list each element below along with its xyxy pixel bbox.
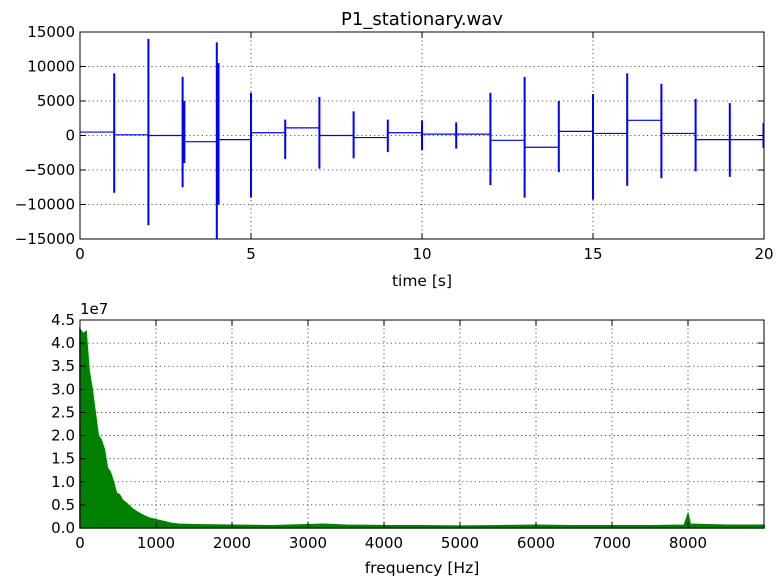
y-tick-label: −5000 [24, 161, 75, 179]
y-tick-label: 4.5 [51, 311, 75, 329]
y-tick-label: 2.5 [51, 403, 75, 421]
x-tick-label: 10 [412, 245, 431, 263]
y-tick-label: 0.5 [51, 496, 75, 514]
y-tick-label: 0 [65, 127, 75, 145]
x-tick-label: 7000 [593, 534, 631, 552]
waveform-ticks: 0 5 10 15 20 −15000 −10000 −5000 0 5000 10000 15000 [15, 23, 774, 263]
y-axis-offset-label: 1e7 [80, 300, 108, 318]
x-tick-label: 15 [583, 245, 602, 263]
spectrum-chart: 1e7 0 1000 2000 3000 4000 5000 6000 7000 8000 0.0… [51, 300, 765, 577]
y-tick-label: 0.0 [51, 519, 75, 537]
chart-title: P1_stationary.wav [341, 9, 503, 30]
x-tick-label: 1000 [137, 534, 175, 552]
y-tick-label: 15000 [27, 23, 75, 41]
spectrum-grid [80, 320, 764, 528]
y-tick-label: −10000 [15, 196, 75, 214]
spectrum-ticks: 0 1000 2000 3000 4000 5000 6000 7000 8000 0.0 0.5 1… [51, 311, 764, 552]
x-tick-label: 6000 [517, 534, 555, 552]
y-tick-label: −15000 [15, 230, 75, 248]
x-tick-label: 20 [754, 245, 773, 263]
x-tick-label: 5000 [441, 534, 479, 552]
x-tick-label: 4000 [365, 534, 403, 552]
y-tick-label: 4.0 [51, 334, 75, 352]
y-tick-label: 3.0 [51, 380, 75, 398]
x-tick-label: 0 [75, 245, 85, 263]
y-tick-label: 1.0 [51, 473, 75, 491]
y-tick-label: 3.5 [51, 357, 75, 375]
x-tick-label: 2000 [213, 534, 251, 552]
waveform-chart: P1_stationary.wav 0 5 10 15 20 −15000 −10000 −5… [15, 9, 774, 290]
spectrum-axes-frame [79, 319, 765, 529]
waveform-plot-area [80, 38, 765, 239]
x-axis-label-frequency: frequency [Hz] [365, 559, 480, 577]
x-tick-label: 5 [246, 245, 256, 263]
y-tick-label: 1.5 [51, 450, 75, 468]
x-tick-label: 3000 [289, 534, 327, 552]
y-tick-label: 5000 [37, 92, 75, 110]
x-axis-label-time: time [s] [392, 272, 452, 290]
y-tick-label: 10000 [27, 58, 75, 76]
x-tick-label: 8000 [669, 534, 707, 552]
y-tick-label: 2.0 [51, 427, 75, 445]
waveform-grid [80, 32, 764, 239]
x-tick-label: 0 [75, 534, 85, 552]
